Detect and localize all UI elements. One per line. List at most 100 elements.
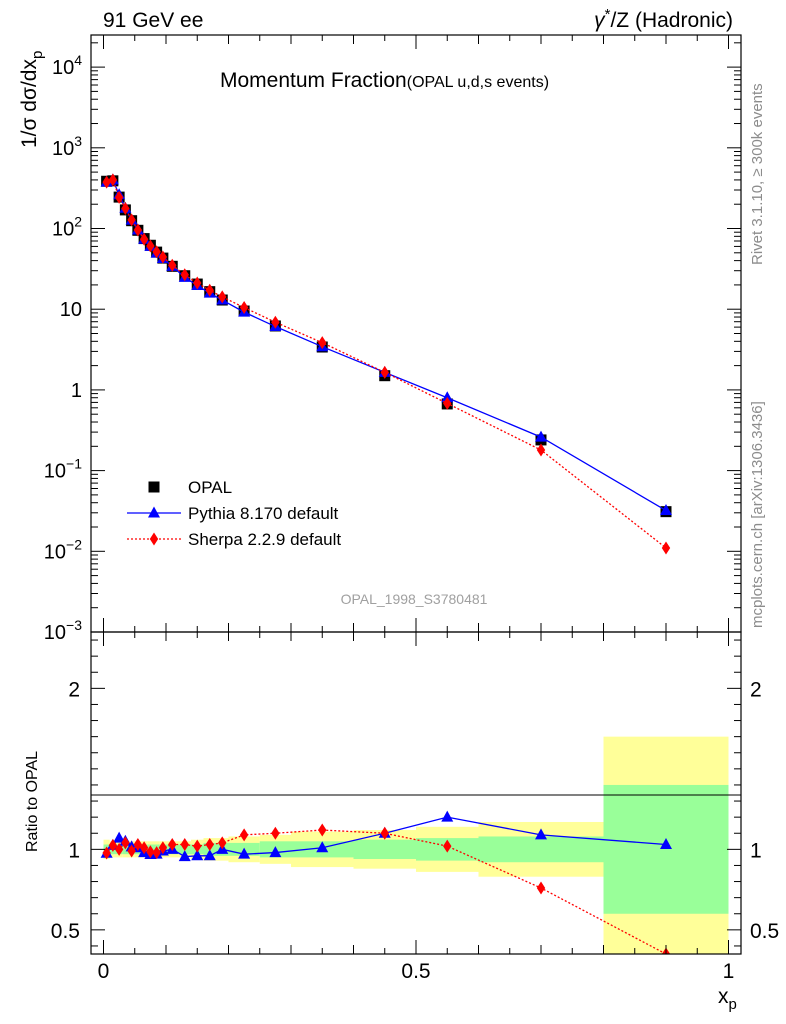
data-point xyxy=(133,223,143,237)
ratio-data-point xyxy=(152,846,161,860)
main-plot-marks xyxy=(100,173,672,555)
legend-label: Pythia 8.170 default xyxy=(188,504,339,523)
ratio-data-point xyxy=(168,838,177,852)
ratio-data-point xyxy=(443,839,452,853)
ratio-data-point xyxy=(205,838,214,852)
ratio-data-point xyxy=(133,838,143,852)
ratio-series-group xyxy=(100,810,672,954)
legend-marker xyxy=(148,506,160,518)
ratio-data-point xyxy=(536,881,546,895)
ratio-data-point xyxy=(271,826,280,840)
ratio-y-tick-label: 2 xyxy=(68,678,80,701)
y-tick-label: 10−3 xyxy=(44,617,82,644)
main-axis-ticks xyxy=(91,35,741,633)
y-tick-label: 10−2 xyxy=(44,536,82,563)
data-point xyxy=(661,541,671,555)
data-point xyxy=(380,365,389,379)
inner-band xyxy=(478,836,604,863)
ratio-y-tick-label-right: 2 xyxy=(750,678,762,701)
data-point xyxy=(146,239,155,253)
ratio-plot-marks xyxy=(100,810,672,954)
y-tick-label: 10−1 xyxy=(44,456,82,483)
rivet-label: Rivet 3.1.10, ≥ 300k events xyxy=(749,83,766,265)
legend-label: OPAL xyxy=(188,478,232,497)
x-tick-label: 0.5 xyxy=(401,960,430,983)
ratio-data-point xyxy=(239,828,249,842)
process-label: γ*/Z (Hadronic) xyxy=(594,6,733,32)
ratio-data-point xyxy=(114,842,124,856)
data-point xyxy=(121,201,130,215)
data-point xyxy=(193,276,202,290)
ratio-data-point xyxy=(316,841,329,853)
data-point xyxy=(536,443,546,457)
y-tick-label: 102 xyxy=(52,214,82,241)
ratio-data-point xyxy=(269,846,282,858)
y-tick-label: 103 xyxy=(52,133,82,160)
energy-label: 91 GeV ee xyxy=(103,9,203,32)
data-point xyxy=(114,190,124,204)
data-point xyxy=(152,245,161,259)
ratio-data-point xyxy=(218,836,227,850)
data-point xyxy=(218,290,227,304)
data-point xyxy=(441,391,454,403)
legend-label: Sherpa 2.2.9 default xyxy=(188,530,341,549)
data-point xyxy=(239,300,249,314)
ratio-data-point xyxy=(178,850,191,862)
ratio-y-axis-label: Ratio to OPAL xyxy=(24,751,41,852)
data-point xyxy=(158,250,168,264)
data-point xyxy=(180,268,189,282)
ratio-tick-labels: 0.5 0.5 1 1 2 2 0 0.5 1 xyxy=(51,678,779,983)
legend-marker xyxy=(149,532,159,546)
main-y-axis-label: 1/σ dσ/dxp xyxy=(18,51,46,148)
ratio-data-point xyxy=(318,823,327,837)
ratio-data-point xyxy=(660,838,672,850)
data-point xyxy=(660,504,672,516)
ratio-data-point xyxy=(158,841,168,855)
ratio-data-point xyxy=(127,844,136,858)
analysis-id: OPAL_1998_S3780481 xyxy=(341,591,488,607)
y-tick-label: 104 xyxy=(52,52,82,79)
ratio-y-tick-label-right: 1 xyxy=(750,839,762,862)
ratio-data-point xyxy=(238,847,251,859)
mcplots-label: mcplots.cern.ch [arXiv:1306.3436] xyxy=(749,401,766,628)
ratio-data-point xyxy=(121,836,130,850)
inner-band xyxy=(353,839,416,860)
data-point xyxy=(318,336,327,350)
y-tick-label: 10 xyxy=(60,299,82,321)
ratio-data-point xyxy=(203,849,216,861)
ratio-data-point xyxy=(535,828,547,840)
legend-marker xyxy=(148,481,160,493)
ratio-data-point xyxy=(180,838,189,852)
data-point xyxy=(443,396,452,410)
data-point xyxy=(168,258,177,272)
ratio-y-tick-label: 1 xyxy=(68,839,80,862)
ratio-data-point xyxy=(380,826,389,840)
data-point xyxy=(102,175,111,189)
ratio-data-point xyxy=(108,838,118,852)
x-tick-label: 0 xyxy=(98,960,110,983)
ratio-data-point xyxy=(146,845,155,859)
ratio-data-point xyxy=(113,831,126,843)
y-tick-label: 1 xyxy=(71,380,82,402)
ratio-data-point xyxy=(441,810,454,822)
data-point xyxy=(271,315,280,329)
series-line xyxy=(106,179,667,549)
inner-band xyxy=(603,784,729,914)
series-line xyxy=(106,179,667,512)
legend: OPAL Pythia 8.170 default Sherpa 2.2.9 def… xyxy=(127,478,341,549)
ratio-y-tick-label: 0.5 xyxy=(51,920,80,943)
x-axis-label: xp xyxy=(718,985,737,1013)
ratio-data-point xyxy=(191,849,204,861)
ratio-axis-ticks xyxy=(91,632,741,954)
data-point xyxy=(535,430,547,442)
ratio-panel: 0.5 0.5 1 1 2 2 0 0.5 1 Ratio to OPAL xp xyxy=(24,631,779,1013)
data-point xyxy=(205,283,214,297)
ratio-data-point xyxy=(193,839,202,853)
ratio-data-point xyxy=(139,841,149,855)
x-tick-label: 1 xyxy=(723,960,735,983)
ratio-y-tick-label-right: 0.5 xyxy=(750,920,779,943)
main-title: Momentum Fraction(OPAL u,d,s events) xyxy=(220,69,549,92)
